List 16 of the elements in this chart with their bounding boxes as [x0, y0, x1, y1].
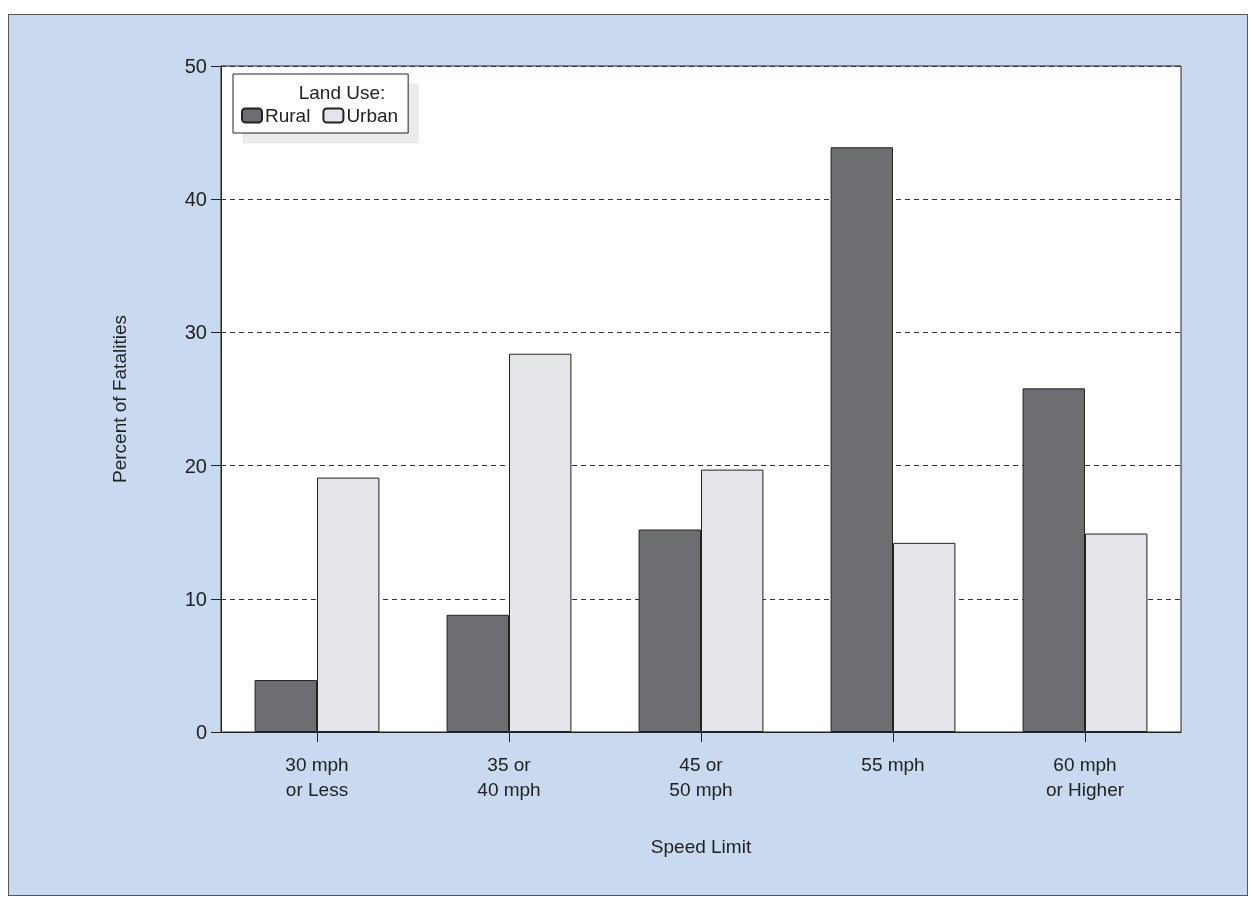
y-tick-label: 30 — [184, 321, 207, 344]
y-tick-label: 0 — [195, 721, 207, 743]
x-tick-label: 35 or 40 mph — [477, 754, 541, 800]
y-tick-label: 10 — [184, 587, 207, 610]
legend-label: Urban — [346, 105, 399, 126]
legend-title: Land Use: — [298, 82, 386, 103]
x-axis-title: Speed Limit — [650, 836, 752, 857]
y-axis-title: Percent of Fatalities — [109, 315, 130, 483]
x-tick-label: 55 mph — [861, 754, 925, 775]
y-tick-label: 50 — [184, 55, 207, 77]
x-tick-label: 30 mph or Less — [285, 754, 349, 800]
x-tick-label: 60 mph or Higher — [1045, 754, 1125, 800]
legend-label: Rural — [265, 105, 311, 126]
x-tick-label: 45 or 50 mph — [669, 754, 733, 800]
y-tick-label: 20 — [184, 454, 207, 477]
y-tick-label: 40 — [184, 188, 207, 211]
